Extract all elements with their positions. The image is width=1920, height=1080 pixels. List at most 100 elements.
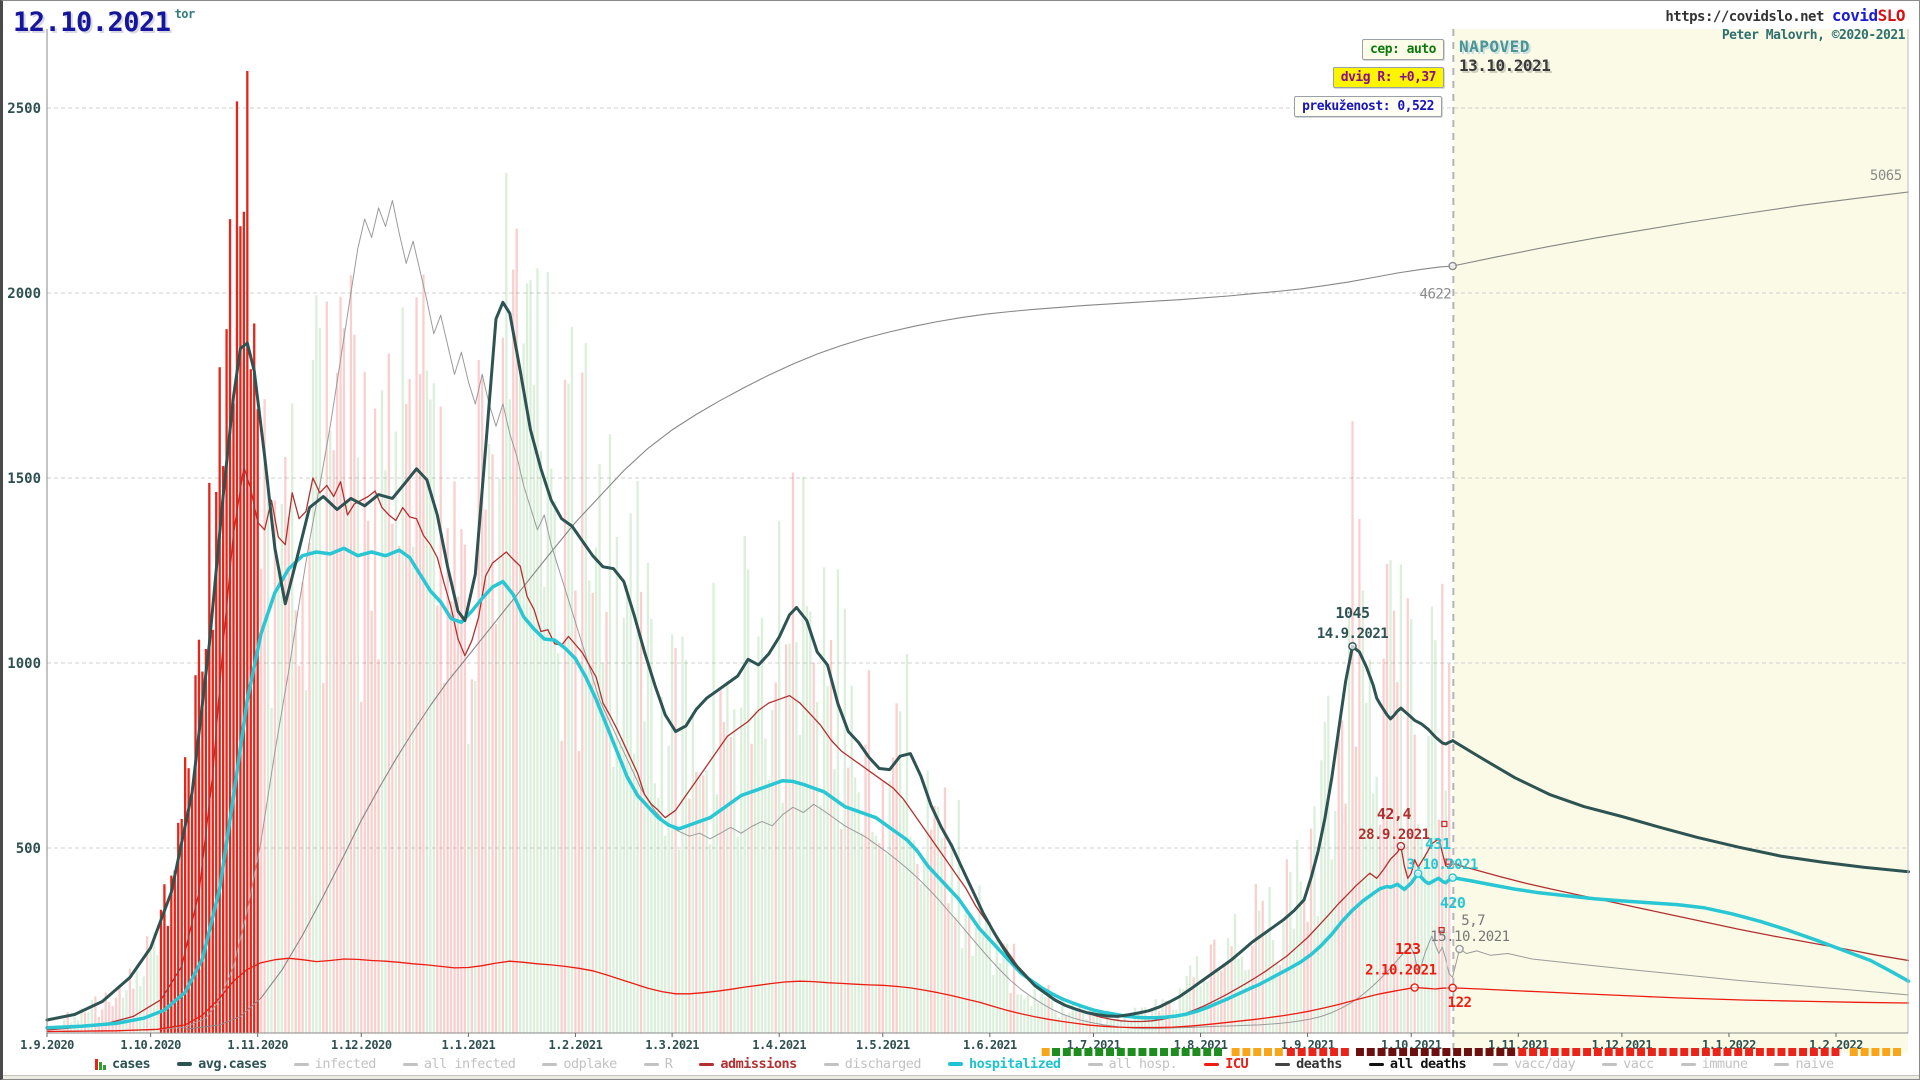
cases-bar xyxy=(1365,702,1368,1033)
legend-item-hospitalized[interactable]: hospitalized xyxy=(947,1056,1061,1072)
site-url-link[interactable]: https://covidslo.net xyxy=(1665,9,1824,25)
cases-bar xyxy=(619,740,622,1033)
cases-bar xyxy=(432,383,435,1033)
legend-item-infected[interactable]: infected xyxy=(293,1056,376,1072)
cases-bar xyxy=(1213,939,1216,1033)
legend-item-vacc-day[interactable]: vacc/day xyxy=(1493,1056,1576,1072)
cases-bar xyxy=(753,711,757,1033)
cases-bar xyxy=(543,586,546,1033)
cases-bar xyxy=(898,711,902,1033)
semafor-square xyxy=(1160,1048,1169,1056)
legend-item-admissions[interactable]: admissions xyxy=(699,1056,797,1072)
cases-bar xyxy=(536,268,539,1033)
cases-bar xyxy=(356,457,359,1033)
cases-bar xyxy=(650,618,653,1033)
semafor-square xyxy=(1073,1048,1082,1056)
point-marker xyxy=(1448,983,1457,993)
annotation: 431 xyxy=(1425,835,1451,853)
cases-bar xyxy=(995,936,998,1033)
cases-bar xyxy=(218,367,221,1034)
forecast-title: NAPOVED xyxy=(1459,37,1530,56)
cases-bar xyxy=(829,640,833,1033)
legend-item-odplake[interactable]: odplake xyxy=(542,1056,617,1072)
cases-bar xyxy=(453,481,456,1033)
semafor-square xyxy=(1052,1048,1061,1056)
x-tick-label: 1.3.2021 xyxy=(645,1038,699,1052)
cases-bar xyxy=(291,403,294,1034)
x-tick-label: 1.4.2021 xyxy=(752,1038,806,1052)
legend-item-deaths[interactable]: deaths xyxy=(1275,1056,1342,1072)
prekuzenost-badge: prekuženost: 0,522 xyxy=(1294,96,1442,117)
cases-bar xyxy=(902,800,905,1033)
semafor-square xyxy=(1274,1048,1283,1056)
cases-bar xyxy=(881,781,884,1033)
legend-item-vacc[interactable]: vacc xyxy=(1602,1056,1654,1072)
cases-bar xyxy=(1375,776,1378,1033)
cases-bar xyxy=(239,226,242,1034)
cases-bar xyxy=(1354,746,1358,1033)
cases-bar xyxy=(422,274,425,1033)
series-line-icon xyxy=(402,1062,418,1066)
semafor-square xyxy=(1593,1048,1602,1056)
legend-item-immune[interactable]: immune xyxy=(1680,1056,1748,1072)
legend-item-avg-cases[interactable]: avg.cases xyxy=(177,1056,267,1072)
cases-bar xyxy=(1406,598,1409,1033)
semafor-square xyxy=(1831,1048,1840,1056)
cases-bar xyxy=(170,875,173,1033)
cases-bar xyxy=(256,409,259,1033)
series-line-icon xyxy=(1087,1062,1103,1066)
legend-item-discharged[interactable]: discharged xyxy=(823,1056,921,1072)
cases-bar xyxy=(1413,734,1416,1033)
semafor-square xyxy=(1062,1048,1071,1056)
cases-bar xyxy=(805,606,808,1033)
semafor-square xyxy=(1340,1048,1349,1056)
semafor-square xyxy=(1507,1048,1516,1056)
legend-item-all-deaths[interactable]: all deaths xyxy=(1368,1056,1467,1072)
cases-bar xyxy=(864,744,867,1033)
cases-bar xyxy=(335,372,339,1034)
cases-bar xyxy=(1137,1011,1140,1033)
series-line-icon xyxy=(542,1062,558,1066)
legend-item-label: immune xyxy=(1701,1056,1748,1072)
semafor-square xyxy=(1377,1048,1386,1056)
cases-bar xyxy=(1237,959,1240,1033)
semafor-square xyxy=(1355,1048,1364,1056)
legend-item-all-hosp-[interactable]: all hosp. xyxy=(1087,1056,1178,1072)
cases-bar xyxy=(556,653,560,1033)
cases-bar xyxy=(487,444,491,1033)
series-line-icon xyxy=(823,1062,839,1066)
legend-item-naive[interactable]: naive xyxy=(1774,1056,1834,1072)
cases-bar xyxy=(1337,730,1340,1033)
cases-bar xyxy=(456,596,460,1033)
annotation: 2.10.2021 xyxy=(1365,963,1436,979)
cases-bar xyxy=(999,963,1002,1033)
legend-item-r[interactable]: R xyxy=(643,1056,673,1072)
annotation: 28.9.2021 xyxy=(1358,827,1429,843)
line-avg_cases xyxy=(45,300,1455,1022)
line-deaths xyxy=(46,200,1454,1032)
legend-item-label: naive xyxy=(1795,1056,1834,1072)
legend-item-label: all hosp. xyxy=(1108,1056,1178,1072)
cases-bar xyxy=(1423,854,1427,1033)
cases-bar xyxy=(702,775,705,1033)
cases-bar xyxy=(657,797,660,1033)
cases-bar xyxy=(1092,1008,1095,1033)
x-tick-label: 1.2.2021 xyxy=(549,1038,603,1052)
legend-item-icu[interactable]: ICU xyxy=(1204,1056,1249,1072)
semafor-square xyxy=(1809,1048,1818,1056)
cases-bar xyxy=(190,794,194,1033)
cases-bar xyxy=(152,932,156,1033)
cases-bar xyxy=(342,328,346,1033)
cases-bar xyxy=(767,779,770,1033)
cases-bar xyxy=(885,854,888,1033)
cases-bar xyxy=(1330,859,1333,1033)
cases-bar xyxy=(525,283,529,1033)
series-line-icon xyxy=(177,1062,193,1066)
cases-bar xyxy=(498,478,501,1033)
cases-bar xyxy=(183,757,187,1033)
cases-bar xyxy=(784,644,788,1033)
cases-bar xyxy=(287,516,290,1033)
cases-bar xyxy=(1309,828,1313,1033)
legend-item-all-infected[interactable]: all infected xyxy=(402,1056,516,1072)
legend-item-cases[interactable]: cases xyxy=(95,1056,151,1072)
